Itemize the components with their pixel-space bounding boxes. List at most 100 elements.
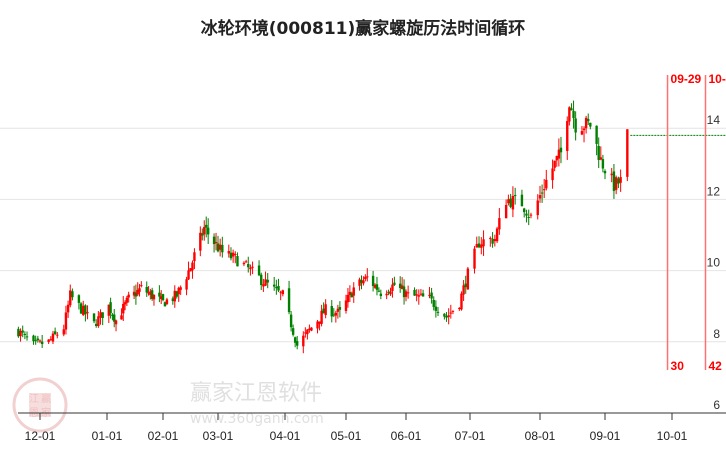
candle-down — [92, 313, 96, 322]
candle-up — [566, 121, 569, 151]
candle-up — [458, 307, 461, 309]
candle-up — [449, 312, 452, 314]
candle-down — [205, 224, 208, 228]
cycle-count-label: 30 — [671, 359, 685, 373]
candle-up — [308, 328, 311, 330]
candle-up — [123, 302, 127, 305]
candle-up — [489, 237, 492, 239]
candle-up — [553, 160, 556, 168]
candle-up — [580, 131, 584, 135]
candle-up — [99, 312, 102, 318]
candle-up — [447, 315, 450, 317]
y-tick-label: 14 — [707, 113, 721, 127]
candle-down — [21, 330, 24, 333]
x-tick-label: 01-01 — [92, 429, 123, 443]
candle-up — [358, 279, 361, 286]
x-tick-label: 03-01 — [203, 429, 234, 443]
candle-down — [603, 171, 607, 174]
candle-up — [599, 157, 603, 160]
candle-up — [462, 285, 465, 295]
candle-down — [421, 293, 425, 297]
candle-up — [122, 303, 125, 314]
candle-down — [229, 252, 233, 259]
candle-down — [509, 198, 512, 207]
candle-up — [584, 117, 588, 129]
candle-down — [53, 331, 57, 335]
candle-down — [434, 306, 438, 311]
candle-down — [443, 313, 446, 317]
candle-up — [66, 304, 70, 313]
candle-up — [389, 291, 392, 295]
candle-up — [49, 339, 53, 341]
candle-down — [445, 315, 448, 318]
candle-up — [545, 179, 548, 189]
candle-down — [527, 216, 530, 218]
candle-down — [145, 286, 148, 293]
candle-up — [582, 128, 586, 131]
candle-up — [507, 199, 510, 204]
candle-up — [264, 279, 267, 286]
candle-down — [113, 314, 116, 322]
candle-up — [610, 173, 613, 176]
candle-up — [415, 294, 418, 296]
candle-down — [32, 335, 35, 342]
chart-title: 冰轮环境(000811)赢家螺旋历法时间循环 — [200, 19, 526, 39]
candle-down — [379, 293, 383, 297]
candle-up — [406, 292, 410, 294]
gridlines — [0, 127, 726, 343]
candle-down — [572, 110, 575, 119]
candle-down — [477, 243, 481, 248]
candle-down — [574, 118, 577, 133]
candle-down — [371, 275, 375, 287]
candle-down — [360, 280, 363, 283]
candle-down — [287, 288, 291, 313]
candle-down — [332, 314, 335, 316]
candle-up — [555, 155, 558, 161]
candle-up — [69, 290, 72, 306]
candle-down — [413, 289, 416, 296]
candle-up — [482, 239, 485, 247]
candle-up — [203, 226, 206, 235]
candle-up — [234, 254, 237, 256]
candle-up — [460, 293, 463, 310]
candle-up — [140, 285, 143, 287]
candle-down — [525, 213, 528, 216]
candle-up — [475, 244, 478, 248]
candle-down — [513, 195, 517, 197]
candle-down — [289, 314, 293, 328]
candle-up — [320, 310, 323, 324]
candle-down — [612, 171, 616, 191]
candle-up — [38, 340, 42, 342]
candle-up — [132, 291, 136, 296]
candle-up — [173, 290, 176, 302]
candle-down — [393, 282, 396, 285]
candle-down — [387, 291, 390, 293]
candle-down — [257, 265, 261, 276]
y-tick-label: 12 — [707, 184, 721, 198]
candle-down — [350, 293, 354, 298]
candle-down — [601, 159, 605, 169]
candle-down — [109, 302, 112, 314]
candle-up — [346, 294, 350, 303]
candle-up — [498, 218, 501, 230]
candle-up — [352, 287, 355, 296]
candle-down — [236, 256, 239, 267]
candle-up — [511, 195, 515, 210]
candle-down — [432, 299, 435, 307]
candle-down — [134, 292, 138, 297]
candle-up — [19, 330, 22, 337]
candle-down — [338, 307, 342, 310]
candle-up — [114, 320, 118, 325]
candle-up — [179, 287, 182, 290]
y-tick-label: 10 — [707, 256, 721, 270]
candle-up — [304, 332, 307, 334]
candle-up — [417, 295, 420, 297]
candle-up — [419, 293, 423, 295]
cycle-lines: 09-29 30 10- 42 — [666, 72, 726, 373]
candle-up — [187, 270, 190, 280]
x-tick-label: 10-01 — [657, 429, 688, 443]
candle-up — [529, 214, 533, 216]
candle-down — [291, 328, 295, 335]
candle-up — [199, 232, 202, 251]
candle-up — [428, 294, 431, 296]
